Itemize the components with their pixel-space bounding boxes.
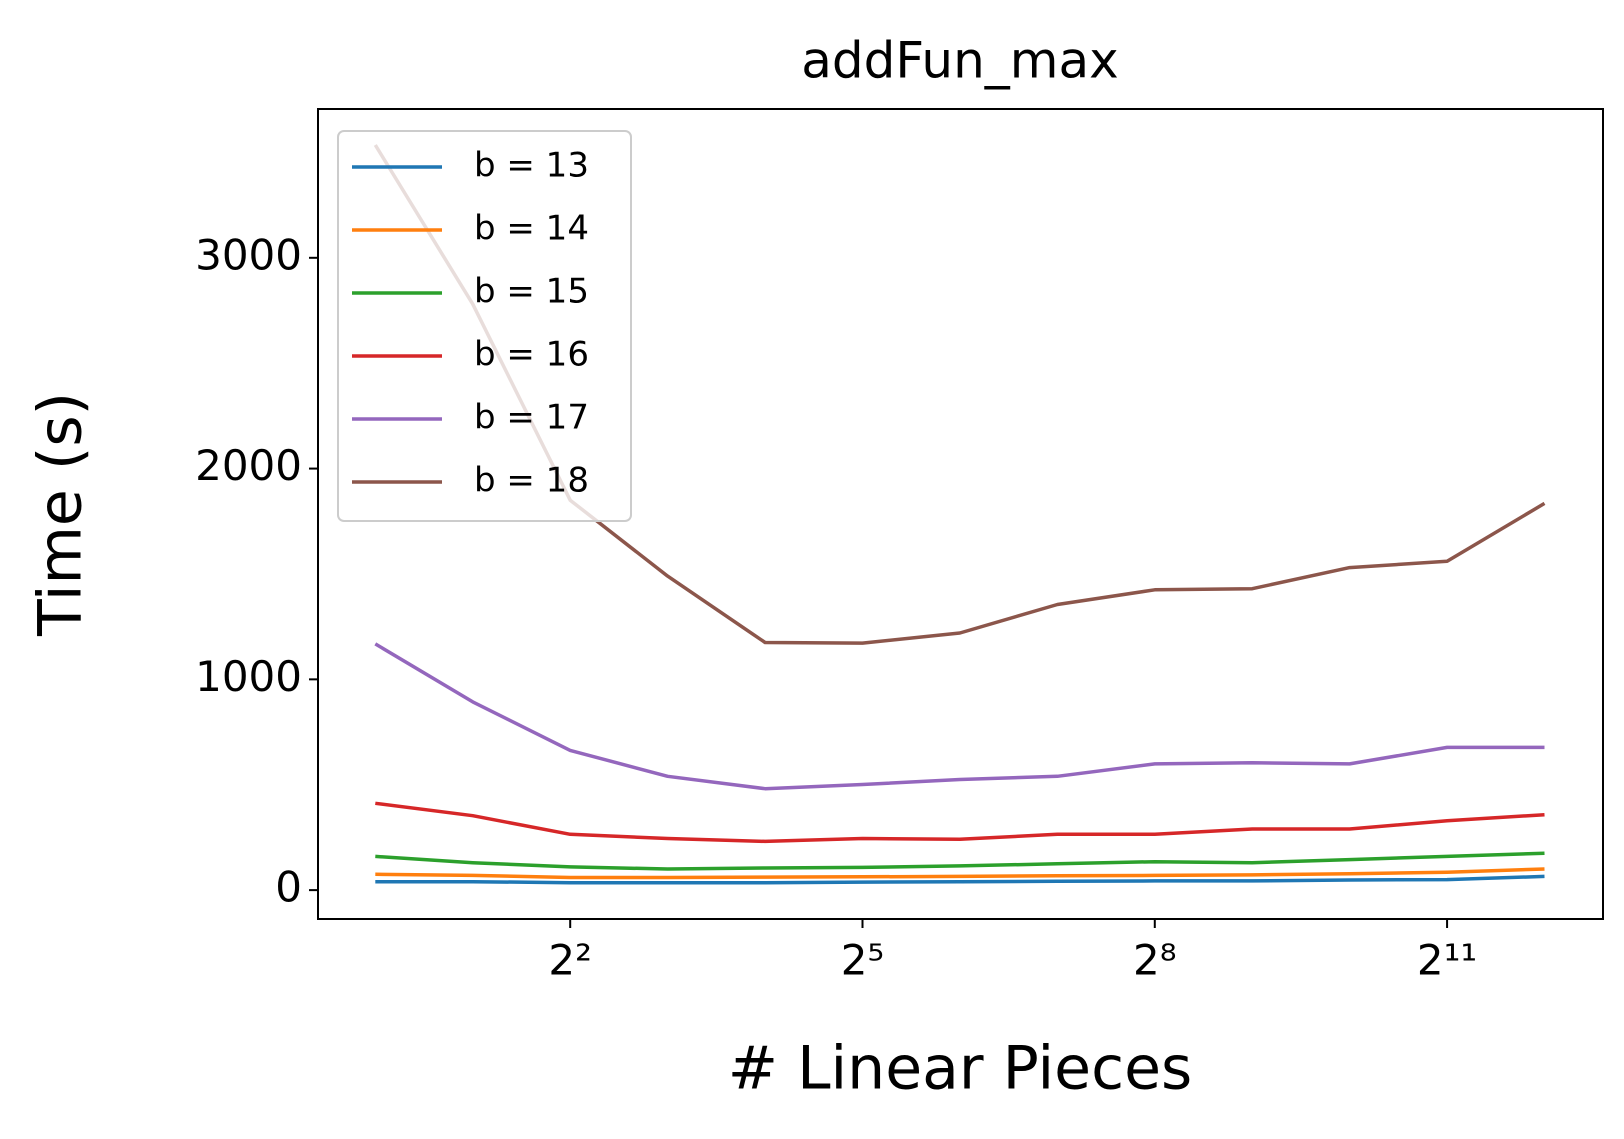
x-axis-label: # Linear Pieces	[728, 1034, 1193, 1104]
x-tick-label: 2⁸	[1133, 936, 1177, 985]
legend-label: b = 17	[474, 398, 589, 438]
x-tick-label: 2²	[548, 936, 592, 985]
legend-label: b = 18	[474, 461, 589, 501]
x-tick-label: 2¹¹	[1417, 936, 1477, 985]
y-tick-label: 3000	[195, 230, 302, 279]
y-tick-label: 2000	[195, 441, 302, 490]
y-axis-label: Time (s)	[26, 392, 96, 637]
y-tick-label: 1000	[195, 652, 302, 701]
line-series	[375, 851, 1545, 871]
legend-label: b = 14	[474, 209, 589, 249]
legend-label: b = 16	[474, 335, 589, 375]
legend-label: b = 13	[474, 146, 589, 186]
y-tick-label: 0	[275, 863, 302, 912]
line-series	[375, 867, 1545, 880]
x-tick-label: 2⁵	[841, 936, 885, 985]
line-series	[375, 874, 1545, 885]
legend-label: b = 15	[474, 272, 589, 312]
plot-frame	[317, 108, 1604, 920]
line-series	[374, 642, 1545, 791]
chart-title: addFun_max	[801, 32, 1118, 90]
line-series	[375, 801, 1545, 844]
